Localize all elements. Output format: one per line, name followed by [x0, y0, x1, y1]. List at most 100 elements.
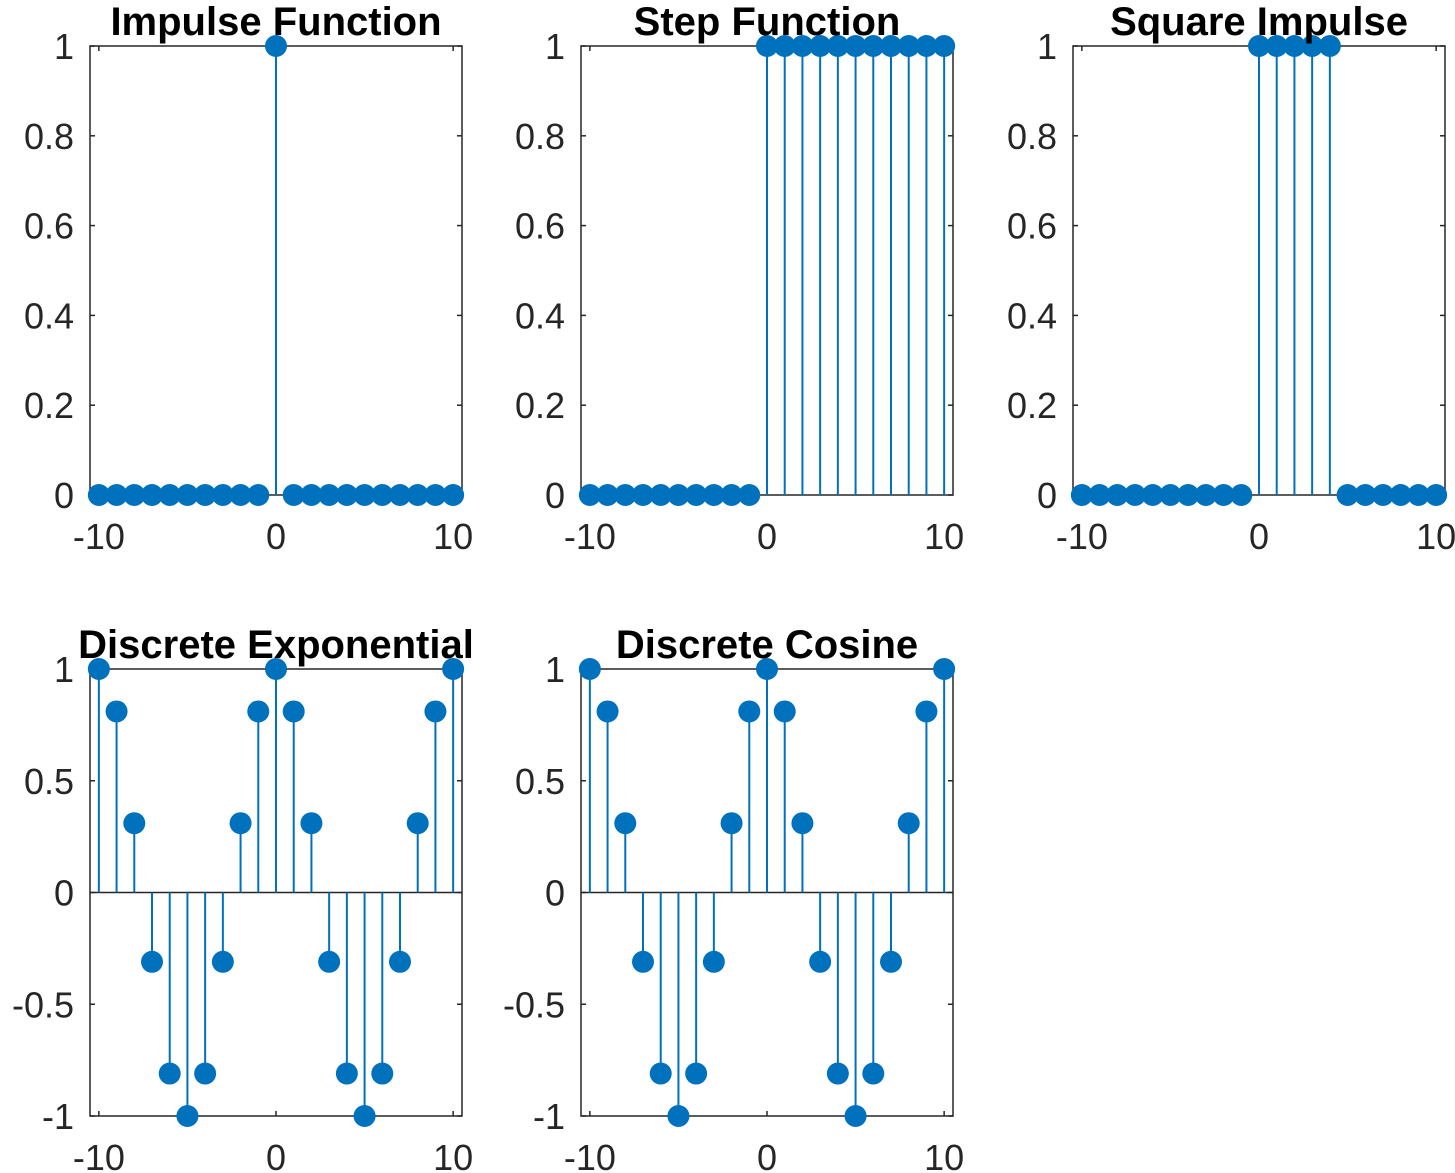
y-tick-label: 1	[54, 649, 74, 690]
stem-marker	[809, 950, 832, 973]
stem-marker	[371, 484, 394, 506]
chart-title: Discrete Exponential	[78, 623, 474, 667]
x-tick-label: -10	[1056, 516, 1108, 557]
stem-marker	[933, 658, 956, 680]
stem-marker	[371, 1062, 394, 1085]
stem-marker	[247, 700, 270, 723]
stem-marker	[353, 1105, 376, 1127]
x-tick-label: 10	[924, 1137, 964, 1173]
y-tick-label: 0.2	[1007, 385, 1057, 426]
stem-marker	[738, 700, 761, 723]
stem-marker	[702, 950, 725, 973]
y-tick-label: 0	[1037, 475, 1057, 516]
chart-title: Discrete Cosine	[616, 623, 918, 667]
stem-marker	[265, 658, 287, 680]
stem-marker	[158, 1062, 181, 1085]
stem-marker	[614, 812, 637, 835]
stem-marker	[123, 812, 146, 835]
stem-marker	[614, 484, 637, 506]
y-tick-label: 0.4	[1007, 295, 1057, 336]
stem-marker	[1265, 35, 1288, 57]
chart-title: Step Function	[634, 0, 901, 44]
y-tick-label: 0	[54, 873, 74, 914]
stem-marker	[229, 812, 252, 835]
x-tick-label: 0	[757, 1137, 777, 1173]
stem-marker	[176, 1105, 199, 1127]
x-tick-label: -10	[564, 1137, 616, 1173]
x-tick-label: -10	[564, 516, 616, 557]
stem-marker	[194, 484, 217, 506]
stem-marker	[578, 658, 601, 680]
x-tick-label: 0	[1249, 516, 1269, 557]
y-tick-label: 0.6	[24, 206, 74, 247]
x-tick-label: 10	[433, 516, 473, 557]
stem-marker	[406, 812, 429, 835]
stem-marker	[87, 484, 110, 506]
stem-marker	[424, 484, 447, 506]
stem-marker	[880, 35, 902, 57]
stem-marker	[1141, 484, 1164, 506]
stem-marker	[756, 35, 778, 57]
stem-marker	[791, 35, 814, 57]
x-tick-label: 10	[1416, 516, 1455, 557]
stem-marker	[158, 484, 181, 506]
stem-marker	[844, 35, 867, 57]
stem-marker	[632, 950, 654, 973]
y-tick-label: -1	[42, 1096, 74, 1137]
stem-marker	[1212, 484, 1235, 506]
y-tick-label: 1	[1037, 26, 1057, 67]
y-tick-label: 0.6	[1007, 206, 1057, 247]
subplot-5: -1 -0.5 0 0.5 1 -10 0 10 Discrete Cosine	[503, 623, 964, 1173]
stem-marker	[87, 658, 110, 680]
stem-marker	[176, 484, 199, 506]
y-tick-label: -1	[533, 1096, 565, 1137]
y-tick-label: 1	[54, 26, 74, 67]
y-tick-label: 0.2	[515, 385, 565, 426]
stem-marker	[826, 35, 849, 57]
stem-marker	[1372, 484, 1394, 506]
x-tick-label: -10	[73, 516, 125, 557]
stem-marker	[194, 1062, 217, 1085]
stem-marker	[318, 484, 341, 506]
stem-marker	[1354, 484, 1377, 506]
stem-marker	[596, 484, 619, 506]
stem-marker	[424, 700, 447, 723]
stem-marker	[335, 484, 358, 506]
y-tick-label: 0.5	[515, 761, 565, 802]
stem-marker	[1177, 484, 1200, 506]
stem-marker	[282, 700, 305, 723]
stem-marker	[389, 484, 411, 506]
stem-marker	[1194, 484, 1217, 506]
stem-marker	[685, 484, 708, 506]
stem-marker	[1070, 484, 1093, 506]
stem-marker	[826, 1062, 849, 1085]
stem-marker	[632, 484, 654, 506]
stem-marker	[1301, 35, 1324, 57]
y-tick-label: -0.5	[12, 984, 74, 1025]
y-tick-label: 0.4	[515, 295, 565, 336]
stem-marker	[720, 812, 743, 835]
y-tick-label: 0	[545, 873, 565, 914]
stem-marker	[300, 812, 323, 835]
stem-marker	[773, 700, 796, 723]
stem-marker	[667, 484, 690, 506]
stem-marker	[1159, 484, 1182, 506]
stem-marker	[389, 950, 411, 973]
stem-marker	[791, 812, 814, 835]
y-tick-label: 0.5	[24, 761, 74, 802]
stem-marker	[897, 35, 920, 57]
stem-marker	[442, 658, 465, 680]
y-tick-label: 0.8	[1007, 116, 1057, 157]
y-tick-label: 0.2	[24, 385, 74, 426]
stem-marker	[229, 484, 252, 506]
stem-marker	[756, 658, 778, 680]
stem-marker	[1283, 35, 1306, 57]
stem-marker	[862, 1062, 885, 1085]
stem-marker	[211, 484, 234, 506]
x-tick-label: 0	[266, 516, 286, 557]
stem-marker	[862, 35, 885, 57]
stem-marker	[1425, 484, 1448, 506]
subplot-4: -1 -0.5 0 0.5 1 -10 0 10 Discrete Exponential	[12, 623, 474, 1173]
